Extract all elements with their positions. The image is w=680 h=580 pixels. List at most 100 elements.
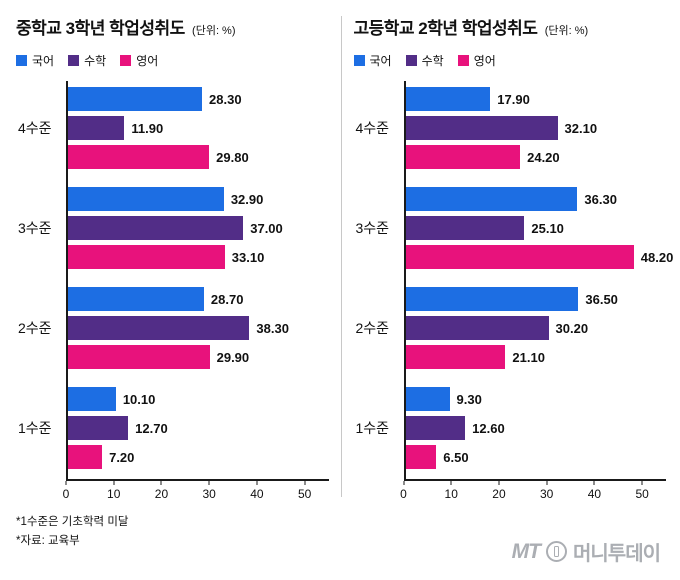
bar-row: 6.50 — [405, 445, 667, 469]
x-tick-label: 30 — [539, 487, 554, 501]
legend-swatch — [68, 55, 80, 66]
bar-value-label: 7.20 — [109, 449, 135, 465]
category-group: 2수준 28.70 38.30 29.90 — [18, 287, 329, 369]
logo-mt-text: MT — [511, 539, 541, 563]
category-label: 3수준 — [18, 220, 52, 236]
legend-label: 국어 — [369, 54, 392, 68]
bar-row: 29.90 — [68, 345, 329, 369]
bar-value-label: 28.70 — [210, 291, 244, 307]
bar-value-label: 32.90 — [230, 191, 264, 207]
chart-title: 중학교 3학년 학업성취도 (단위: %) — [16, 14, 329, 39]
bar-영어 — [68, 345, 210, 369]
category-group: 1수준 9.30 12.60 6.50 — [356, 387, 667, 469]
x-tick-label: 50 — [635, 487, 649, 501]
x-tick-label: 0 — [62, 487, 70, 501]
legend-item: 영어 — [457, 52, 496, 69]
chart-legend: 국어 수학 영어 — [353, 52, 667, 69]
chart-legend: 국어 수학 영어 — [16, 52, 329, 69]
charts-row: 중학교 3학년 학업성취도 (단위: %) 국어 수학 영어 4수준 28.30 11.… — [16, 14, 673, 501]
legend-item: 수학 — [405, 52, 444, 69]
bar-영어 — [405, 145, 521, 169]
x-tick-mark — [498, 481, 500, 485]
bar-value-label: 36.30 — [584, 191, 617, 207]
bar-value-label: 48.20 — [640, 249, 674, 265]
legend-label: 영어 — [136, 54, 159, 68]
bar-수학 — [68, 216, 244, 240]
bar-value-label: 17.90 — [497, 91, 530, 107]
bar-value-label: 37.00 — [250, 220, 283, 236]
bar-group: 32.90 37.00 33.10 — [68, 187, 329, 269]
chart-plot-groups: 4수준 17.90 32.10 24.20 3수준 36.30 25.10 48.20 2수준 3… — [356, 81, 673, 481]
bar-group: 36.50 30.20 21.10 — [405, 287, 667, 369]
bar-row: 21.10 — [405, 345, 667, 369]
bar-value-label: 10.10 — [122, 391, 156, 407]
bar-value-label: 30.20 — [555, 320, 589, 336]
bar-value-label: 29.90 — [216, 349, 250, 365]
bar-value-label: 21.10 — [512, 349, 545, 365]
bar-수학 — [405, 316, 549, 340]
bar-row: 36.30 — [405, 187, 667, 211]
chart-unit-label: (단위: %) — [544, 25, 589, 37]
bar-group: 17.90 32.10 24.20 — [405, 87, 667, 169]
bar-수학 — [405, 216, 525, 240]
bar-수학 — [68, 116, 125, 140]
bar-row: 32.10 — [405, 116, 667, 140]
legend-item: 수학 — [68, 52, 106, 69]
bar-row: 12.70 — [68, 416, 329, 440]
category-group: 2수준 36.50 30.20 21.10 — [356, 287, 667, 369]
moneytoday-logo: MT 머니투데이 — [511, 537, 661, 566]
bar-row: 36.50 — [405, 287, 667, 311]
category-group: 3수준 36.30 25.10 48.20 — [356, 187, 673, 269]
footnote-source: *자료: 교육부 — [16, 534, 80, 547]
chart-title-text: 중학교 3학년 학업성취도 — [16, 19, 185, 38]
bar-영어 — [405, 445, 437, 469]
bar-국어 — [405, 387, 450, 411]
footnotes: *1수준은 기초학력 미달 *자료: 교육부 — [16, 513, 680, 551]
bar-수학 — [405, 416, 466, 440]
x-tick-mark — [304, 481, 306, 485]
bar-row: 7.20 — [68, 445, 329, 469]
bar-국어 — [405, 87, 491, 111]
bar-row: 28.30 — [68, 87, 329, 111]
category-label: 1수준 — [18, 420, 52, 436]
bar-value-label: 6.50 — [443, 449, 469, 465]
bar-row: 10.10 — [68, 387, 329, 411]
bar-row: 9.30 — [405, 387, 667, 411]
bar-group: 36.30 25.10 48.20 — [405, 187, 673, 269]
bar-row: 33.10 — [68, 245, 329, 269]
category-label: 2수준 — [18, 320, 52, 336]
bar-row: 28.70 — [68, 287, 329, 311]
x-tick-mark — [256, 481, 258, 485]
bar-group: 28.70 38.30 29.90 — [68, 287, 329, 369]
x-tick-mark — [403, 481, 404, 485]
x-tick-mark — [593, 481, 595, 485]
bar-value-label: 12.60 — [472, 420, 505, 436]
legend-item: 영어 — [120, 52, 158, 69]
category-label: 4수준 — [355, 120, 390, 136]
footnote-level1: *1수준은 기초학력 미달 — [16, 516, 129, 528]
legend-swatch — [120, 55, 132, 66]
x-tick-mark — [113, 481, 115, 485]
x-tick-mark — [208, 481, 210, 485]
legend-item: 국어 — [353, 52, 392, 69]
chart-unit-label: (단위: %) — [192, 25, 236, 37]
bar-영어 — [405, 245, 634, 269]
bar-value-label: 9.30 — [456, 391, 482, 407]
bar-value-label: 24.20 — [527, 149, 560, 165]
bar-row: 30.20 — [405, 316, 667, 340]
category-group: 4수준 17.90 32.10 24.20 — [356, 87, 667, 169]
bar-group: 28.30 11.90 29.80 — [68, 87, 329, 169]
logo-brand-text: 머니투데이 — [573, 543, 661, 565]
x-tick-label: 10 — [107, 487, 121, 501]
legend-swatch — [405, 55, 417, 66]
bar-수학 — [405, 116, 558, 140]
chart-title: 고등학교 2학년 학업성취도 (단위: %) — [354, 14, 667, 39]
chart-title-text: 고등학교 2학년 학업성취도 — [353, 19, 538, 38]
bar-row: 25.10 — [405, 216, 667, 240]
bar-value-label: 29.80 — [216, 149, 249, 165]
category-group: 4수준 28.30 11.90 29.80 — [18, 87, 329, 169]
x-tick-mark — [546, 481, 548, 485]
bar-value-label: 25.10 — [531, 220, 564, 236]
bar-수학 — [68, 316, 250, 340]
bar-국어 — [68, 87, 203, 111]
